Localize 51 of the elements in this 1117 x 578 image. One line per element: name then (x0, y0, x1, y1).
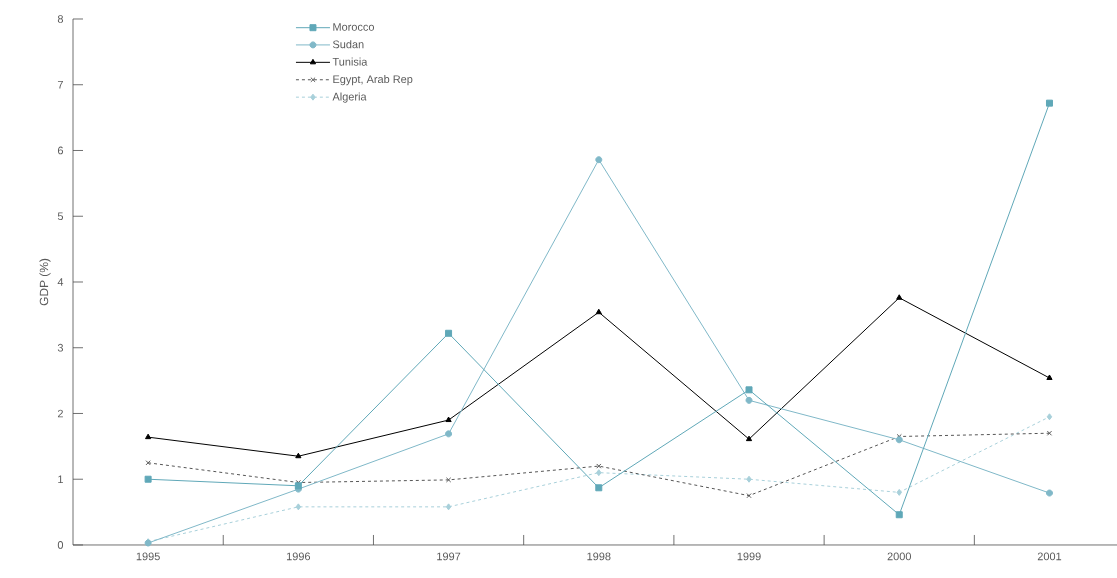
point (745, 435, 753, 442)
point (596, 469, 602, 477)
y-tick-label: 7 (57, 80, 63, 89)
point (295, 452, 302, 459)
point (745, 396, 753, 404)
point (746, 493, 752, 499)
legend-label: Algeria (332, 92, 367, 103)
point (595, 308, 602, 315)
y-tick-label: 8 (57, 15, 63, 23)
point (445, 503, 452, 511)
point (745, 386, 753, 394)
point (1046, 413, 1053, 421)
point (1046, 430, 1053, 436)
point (896, 488, 902, 496)
point (445, 416, 452, 423)
y-tick-label: 0 (57, 541, 64, 549)
legend-label: Tunisia (332, 57, 368, 66)
x-tick-label: 1997 (437, 552, 461, 561)
x-tick-label: 1996 (286, 552, 311, 561)
point (896, 294, 903, 300)
point (895, 436, 903, 444)
point (144, 475, 152, 483)
point (295, 503, 302, 511)
point (595, 156, 603, 164)
point (746, 475, 752, 483)
y-axis-title: GDP (%) (39, 258, 51, 306)
y-tick-label: 4 (57, 278, 64, 286)
point (445, 477, 452, 483)
x-tick-label: 1995 (136, 552, 160, 561)
legend-label: Morocco (333, 23, 375, 31)
y-tick-label: 5 (57, 212, 64, 221)
point (145, 433, 152, 440)
point (596, 463, 602, 469)
point (595, 484, 603, 492)
point (145, 460, 151, 466)
y-tick-label: 6 (57, 146, 63, 155)
point (1045, 99, 1053, 107)
point (445, 430, 453, 438)
legend-label: Sudan (332, 40, 364, 49)
x-tick-label: 1999 (737, 552, 761, 561)
y-tick-label: 2 (57, 409, 63, 418)
point (1046, 374, 1053, 380)
y-tick-label: 1 (58, 475, 63, 484)
point (445, 329, 453, 337)
point (895, 511, 903, 519)
y-tick-label: 3 (57, 343, 63, 352)
point (1045, 489, 1053, 497)
x-tick-label: 1998 (587, 552, 611, 561)
x-tick-label: 2000 (887, 552, 911, 561)
x-tick-label: 2001 (1037, 552, 1062, 561)
legend-label: Egypt, Arab Rep (333, 75, 413, 86)
